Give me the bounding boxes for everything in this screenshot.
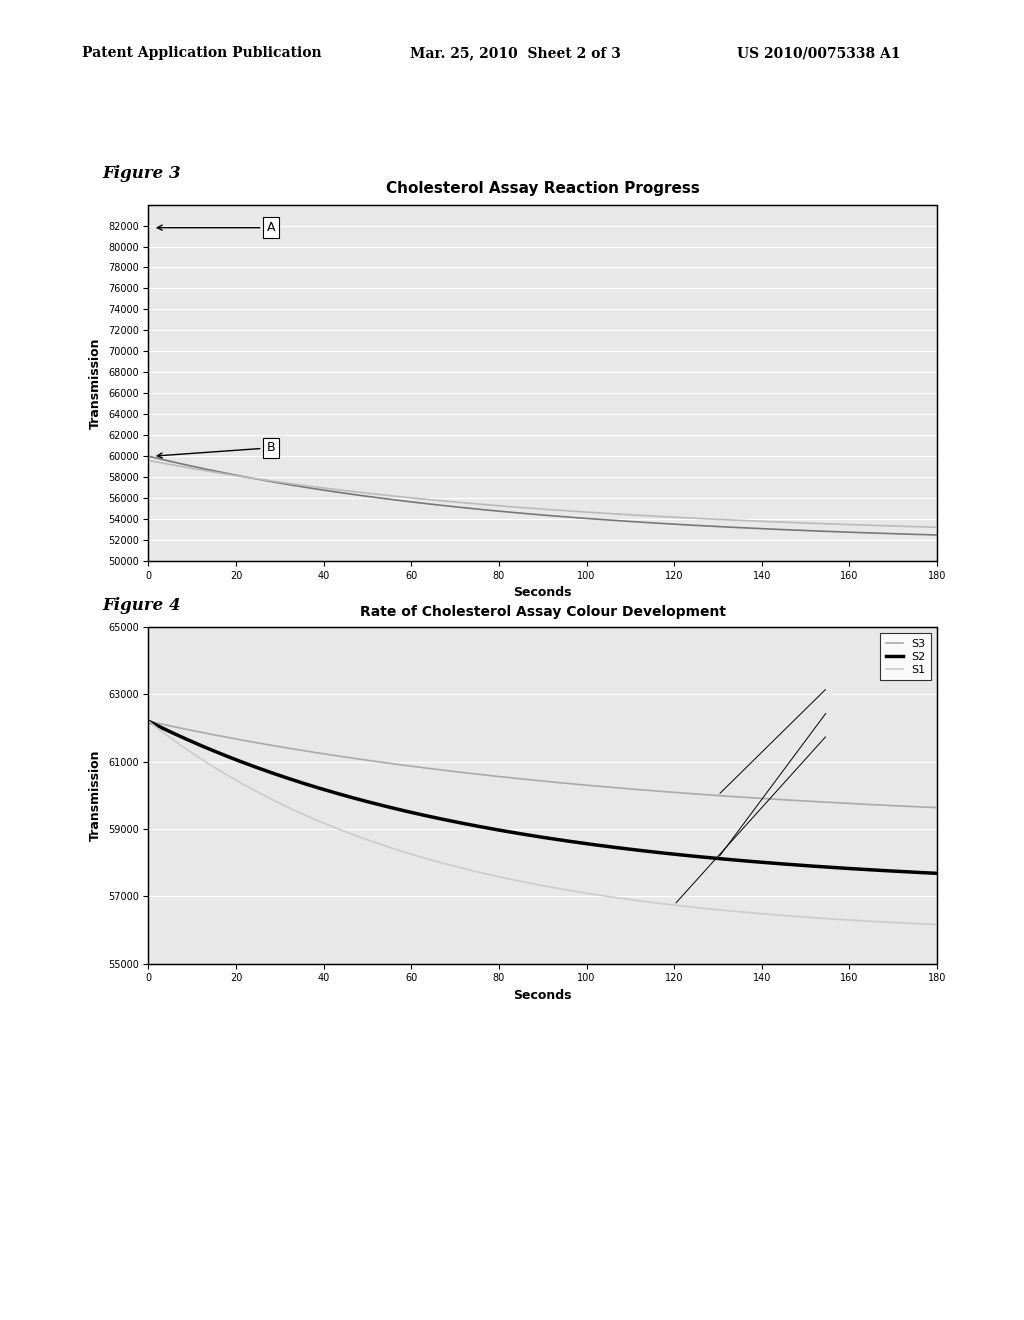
S1 — [609, 890, 622, 906]
S2 — [931, 866, 943, 882]
Title: Cholesterol Assay Reaction Progress: Cholesterol Assay Reaction Progress — [386, 181, 699, 197]
S1 — [145, 715, 158, 731]
Line: S1: S1 — [148, 721, 937, 924]
X-axis label: Seconds: Seconds — [513, 989, 572, 1002]
Legend: S3, S2, S1: S3, S2, S1 — [881, 632, 932, 680]
S3 — [857, 796, 869, 812]
S1 — [142, 713, 155, 729]
S3 — [611, 780, 624, 796]
S1 — [857, 913, 869, 929]
S2 — [142, 713, 155, 729]
S2 — [625, 841, 637, 857]
S3 — [609, 780, 622, 796]
Line: S2: S2 — [148, 721, 937, 874]
Line: S3: S3 — [148, 721, 937, 808]
S3 — [625, 781, 637, 797]
S3 — [807, 793, 819, 809]
S2 — [609, 840, 622, 855]
Y-axis label: Transmission: Transmission — [89, 337, 102, 429]
S1 — [611, 890, 624, 906]
S2 — [857, 862, 869, 878]
Text: Figure 3: Figure 3 — [102, 165, 181, 182]
S2 — [611, 840, 624, 855]
Y-axis label: Transmission: Transmission — [89, 750, 102, 841]
S1 — [807, 909, 819, 925]
S3 — [931, 800, 943, 816]
Text: Figure 4: Figure 4 — [102, 597, 181, 614]
Title: Rate of Cholesterol Assay Colour Development: Rate of Cholesterol Assay Colour Develop… — [359, 605, 726, 619]
Text: US 2010/0075338 A1: US 2010/0075338 A1 — [737, 46, 901, 61]
Text: Mar. 25, 2010  Sheet 2 of 3: Mar. 25, 2010 Sheet 2 of 3 — [410, 46, 621, 61]
S1 — [931, 916, 943, 932]
S1 — [625, 892, 637, 908]
Text: A: A — [158, 222, 275, 234]
S2 — [145, 714, 158, 730]
S3 — [145, 714, 158, 730]
Text: Patent Application Publication: Patent Application Publication — [82, 46, 322, 61]
S2 — [807, 858, 819, 874]
S3 — [142, 713, 155, 729]
X-axis label: Seconds: Seconds — [513, 586, 572, 599]
Text: B: B — [157, 441, 275, 458]
